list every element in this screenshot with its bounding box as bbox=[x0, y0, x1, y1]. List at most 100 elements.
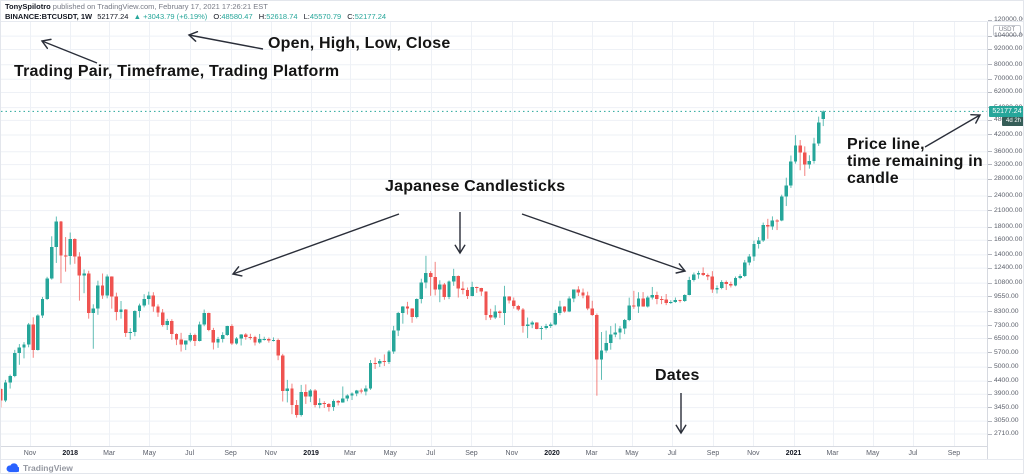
candle-body bbox=[696, 273, 701, 275]
price-tick-label: 12400.00 bbox=[994, 264, 1023, 272]
candle-body bbox=[59, 221, 63, 256]
price-tick-label: 5700.00 bbox=[994, 348, 1019, 356]
candle-body bbox=[706, 274, 710, 277]
candle-body bbox=[692, 274, 696, 281]
candle-body bbox=[766, 224, 770, 227]
symbol-interval: BINANCE:BTCUSDT, 1W bbox=[5, 12, 93, 21]
price-tick-mark bbox=[988, 64, 992, 66]
candle-body bbox=[285, 388, 290, 392]
high-value: 52618.74 bbox=[266, 12, 298, 21]
candle-body bbox=[747, 256, 752, 263]
candle-body bbox=[719, 281, 724, 288]
candle-body bbox=[479, 288, 484, 292]
candle-body bbox=[622, 320, 627, 329]
price-tick-label: 3050.00 bbox=[994, 417, 1019, 425]
price-tick-mark bbox=[988, 48, 992, 50]
price-tick-label: 92000.00 bbox=[994, 45, 1023, 53]
candle-body bbox=[535, 322, 539, 329]
high-label: H: bbox=[258, 12, 267, 21]
candle-body bbox=[193, 334, 197, 342]
candle-body bbox=[299, 392, 303, 416]
tradingview-logo[interactable]: TradingView bbox=[6, 462, 1023, 473]
candle-body bbox=[401, 306, 405, 314]
price-tick-label: 4400.00 bbox=[994, 377, 1019, 385]
candle-body bbox=[447, 281, 451, 298]
date-tick-month: Mar bbox=[344, 450, 357, 457]
candle-body bbox=[807, 160, 812, 165]
candle-body bbox=[646, 297, 650, 307]
price-tick-label: 7300.00 bbox=[994, 321, 1019, 329]
price-tick-label: 10800.00 bbox=[994, 279, 1023, 287]
candle-body bbox=[184, 340, 188, 345]
candle-body bbox=[710, 276, 715, 290]
candle-body bbox=[428, 272, 433, 277]
candle-body bbox=[770, 220, 775, 227]
candle-body bbox=[128, 331, 132, 333]
price-tick-mark bbox=[988, 195, 992, 197]
date-tick-month: Nov bbox=[23, 450, 37, 457]
price-tick-mark bbox=[988, 35, 992, 37]
candle-body bbox=[36, 315, 40, 351]
candle-body bbox=[294, 405, 299, 416]
candle-body bbox=[77, 256, 82, 276]
candle-body bbox=[31, 324, 35, 351]
price-tick-mark bbox=[988, 151, 992, 153]
candle-body bbox=[488, 315, 493, 318]
candle-body bbox=[438, 284, 442, 290]
candle-body bbox=[659, 299, 664, 301]
price-tick-label: 3450.00 bbox=[994, 403, 1019, 411]
candle-body bbox=[493, 311, 497, 318]
candle-body bbox=[304, 392, 308, 397]
candle-body bbox=[350, 393, 354, 396]
candle-body bbox=[230, 326, 234, 344]
candle-body bbox=[391, 330, 396, 352]
candle-body bbox=[442, 284, 447, 298]
price-tick-label: 9550.00 bbox=[994, 292, 1019, 300]
date-tick-year: 2019 bbox=[303, 450, 319, 457]
price-tick-mark bbox=[988, 420, 992, 422]
open-label: O: bbox=[213, 12, 222, 21]
annotation-price-line-1: Price line, bbox=[847, 136, 925, 153]
candle-body bbox=[419, 282, 424, 300]
date-tick-month: Jul bbox=[908, 450, 918, 457]
candle-body bbox=[345, 395, 350, 399]
candle-body bbox=[174, 333, 179, 340]
close-label: C: bbox=[347, 12, 355, 21]
candle-body bbox=[179, 339, 183, 345]
annotation-dates: Dates bbox=[655, 367, 700, 384]
candle-body bbox=[789, 161, 793, 186]
annotation-trading-pair: Trading Pair, Timeframe, Trading Platfor… bbox=[14, 63, 340, 80]
candle-body bbox=[82, 273, 86, 276]
candle-body bbox=[276, 340, 280, 356]
candle-body bbox=[475, 286, 479, 289]
candle-body bbox=[821, 111, 825, 120]
price-tick-mark bbox=[988, 178, 992, 180]
price-tick-mark bbox=[988, 239, 992, 241]
price-tick-mark bbox=[988, 78, 992, 80]
candle-body bbox=[599, 350, 604, 360]
candle-body bbox=[151, 295, 156, 307]
open-value: 48580.47 bbox=[221, 12, 253, 21]
candle-body bbox=[331, 401, 336, 408]
date-tick-month: Mar bbox=[826, 450, 839, 457]
candle-body bbox=[743, 262, 747, 277]
price-tick-mark bbox=[988, 433, 992, 435]
candle-body bbox=[627, 305, 631, 321]
candle-body bbox=[142, 298, 146, 306]
candle-body bbox=[170, 320, 174, 334]
date-tick-month: May bbox=[383, 450, 397, 457]
candle-body bbox=[465, 290, 470, 297]
currency-badge: USDT bbox=[993, 25, 1021, 36]
candle-body bbox=[798, 145, 802, 153]
candle-body bbox=[8, 376, 12, 383]
annotation-price-line-2: time remaining in bbox=[847, 153, 983, 170]
candle-body bbox=[382, 360, 387, 362]
date-tick-month: Sep bbox=[465, 450, 478, 457]
date-tick-year: 2021 bbox=[785, 450, 802, 457]
candle-body bbox=[68, 239, 72, 257]
candle-body bbox=[91, 308, 95, 313]
candle-body bbox=[812, 143, 816, 161]
candle-body bbox=[609, 334, 613, 343]
candle-body bbox=[456, 276, 460, 289]
date-tick-month: May bbox=[142, 450, 157, 457]
